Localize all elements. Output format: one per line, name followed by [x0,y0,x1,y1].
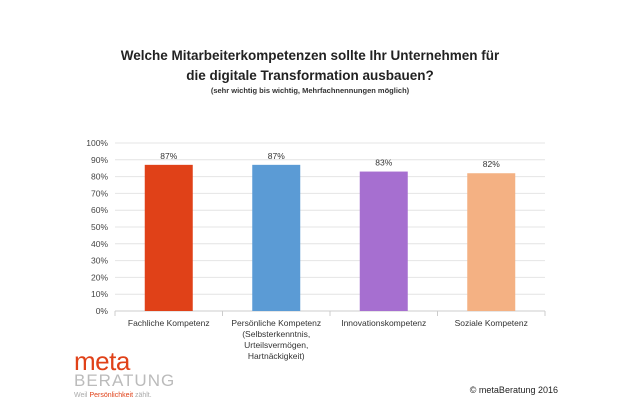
data-label: 82% [483,159,500,169]
chart-subtitle: (sehr wichtig bis wichtig, Mehrfachnennu… [210,86,410,95]
bar [359,171,408,311]
y-tick-label: 80% [91,172,108,182]
y-tick-label: 60% [91,205,108,215]
logo-meta: meta [74,346,130,376]
y-tick-label: 20% [91,272,108,282]
y-tick-label: 90% [91,155,108,165]
x-tick-label: Fachliche Kompetenz [128,318,210,328]
copyright: © metaBeratung 2016 [469,385,558,395]
logo-beratung: BERATUNG [74,371,176,390]
x-tick-label: (Selbsterkenntnis, [242,329,310,339]
y-tick-label: 30% [91,256,108,266]
tagline-highlight: Persönlichkeit [89,392,134,399]
x-tick-label: Persönliche Kompetenz [231,318,321,328]
data-label: 87% [268,151,285,161]
bar [252,164,301,311]
y-tick-label: 100% [86,138,108,148]
tagline-pre: Weil [74,392,90,399]
bar [467,173,516,311]
y-tick-label: 0% [96,306,109,316]
y-tick-label: 10% [91,289,108,299]
x-tick-label: Innovationskompetenz [341,318,426,328]
metaberatung-logo: meta BERATUNG Weil Persönlichkeit zählt. [74,346,176,399]
y-tick-label: 50% [91,222,108,232]
tagline-post: zählt. [133,392,152,399]
chart-title: Welche Mitarbeiterkompetenzen sollte Ihr… [0,46,620,86]
title-line-1: Welche Mitarbeiterkompetenzen sollte Ihr… [120,48,500,63]
y-tick-label: 70% [91,188,108,198]
data-label: 87% [160,151,177,161]
bar [144,164,193,311]
x-tick-label: Hartnäckigkeit) [248,351,305,361]
x-tick-label: Soziale Kompetenz [455,318,528,328]
logo-tagline: Weil Persönlichkeit zählt. [74,392,175,399]
y-tick-label: 40% [91,239,108,249]
x-tick-label: Urteilsvermögen, [244,340,308,350]
data-label: 83% [375,158,392,168]
title-line-2: die digitale Transformation ausbauen? [186,68,434,83]
